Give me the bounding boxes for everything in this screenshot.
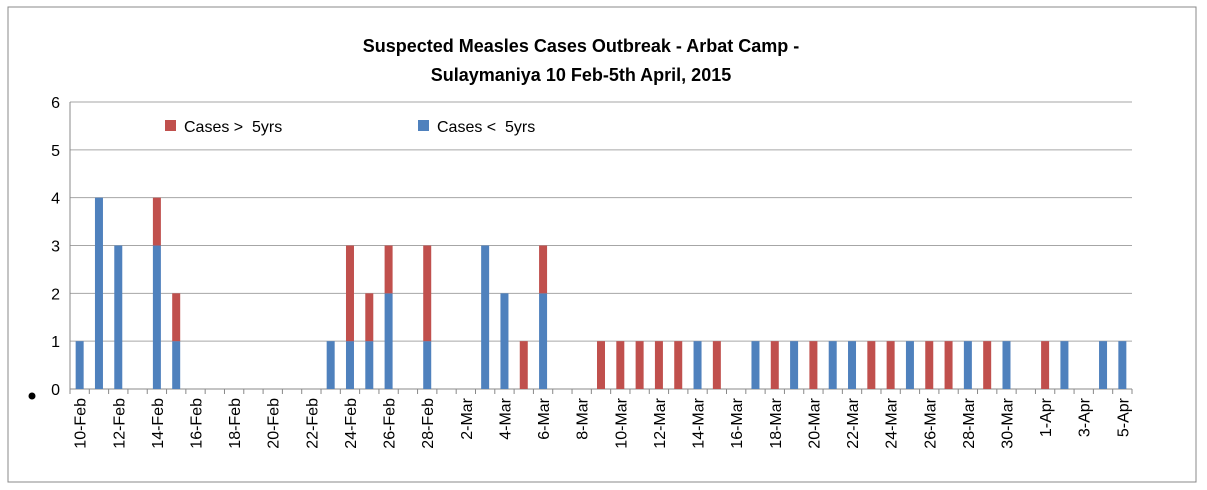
- x-tick-label: 22-Mar: [845, 397, 862, 448]
- y-tick-label: 3: [51, 239, 60, 256]
- bar: [423, 245, 432, 342]
- x-tick-label: 18-Feb: [227, 398, 244, 449]
- bar: [983, 341, 992, 389]
- bar: [365, 341, 374, 389]
- x-tick-label: 10-Feb: [73, 398, 90, 449]
- chart-title: Sulaymaniya 10 Feb-5th April, 2015: [431, 65, 731, 85]
- x-tick-label: 20-Feb: [266, 398, 283, 449]
- x-tick-label: 2-Mar: [459, 397, 476, 439]
- x-tick-label: 24-Mar: [884, 397, 901, 448]
- chart-frame: [7, 6, 1197, 483]
- bar: [423, 341, 432, 389]
- bar: [172, 293, 181, 342]
- bar: [886, 341, 895, 389]
- x-tick-label: 30-Mar: [999, 397, 1016, 448]
- bar: [345, 341, 354, 389]
- bar: [848, 341, 857, 389]
- bar: [712, 341, 721, 389]
- bar: [963, 341, 972, 389]
- bar: [345, 245, 354, 342]
- bar: [152, 245, 161, 389]
- bar: [94, 197, 103, 389]
- bar: [1041, 341, 1050, 389]
- bar: [770, 341, 779, 389]
- chart-title: Suspected Measles Cases Outbreak - Arbat…: [363, 36, 799, 56]
- bar: [1118, 341, 1127, 389]
- y-tick-label: 1: [51, 334, 60, 351]
- bar: [365, 293, 374, 342]
- x-tick-label: 26-Feb: [382, 398, 399, 449]
- bar: [867, 341, 876, 389]
- bar: [751, 341, 760, 389]
- x-tick-label: 4-Mar: [497, 397, 514, 439]
- bar: [384, 293, 393, 389]
- x-tick-label: 1-Apr: [1038, 397, 1055, 437]
- bar: [481, 245, 490, 389]
- legend-label: Cases > 5yrs: [184, 119, 282, 136]
- y-tick-label: 0: [51, 382, 60, 399]
- bar: [597, 341, 605, 389]
- bar: [1002, 341, 1011, 389]
- bar: [944, 341, 953, 389]
- bar: [828, 341, 837, 389]
- bar: [809, 341, 818, 389]
- bar: [693, 341, 702, 389]
- bar: [635, 341, 644, 389]
- marker-dot: [28, 392, 36, 400]
- legend-label: Cases < 5yrs: [437, 119, 535, 136]
- bar: [905, 341, 914, 389]
- x-tick-label: 10-Mar: [613, 397, 630, 448]
- bar: [1060, 341, 1069, 389]
- bar: [172, 341, 181, 389]
- x-tick-label: 16-Feb: [189, 398, 206, 449]
- bar: [674, 341, 683, 389]
- bar: [616, 341, 625, 389]
- x-tick-label: 3-Apr: [1077, 397, 1094, 437]
- bar: [384, 245, 393, 294]
- bar: [539, 293, 548, 389]
- bar: [114, 245, 123, 389]
- x-tick-label: 6-Mar: [536, 397, 553, 439]
- x-tick-label: 12-Mar: [652, 397, 669, 448]
- x-tick-label: 20-Mar: [806, 397, 823, 448]
- x-tick-label: 24-Feb: [343, 398, 360, 449]
- x-tick-label: 12-Feb: [111, 398, 128, 449]
- legend-swatch: [165, 120, 176, 131]
- x-tick-label: 28-Mar: [961, 397, 978, 448]
- x-tick-label: 5-Apr: [1115, 397, 1132, 437]
- y-tick-label: 5: [51, 143, 60, 160]
- y-tick-label: 2: [51, 286, 60, 303]
- legend-swatch: [418, 120, 429, 131]
- bar: [519, 341, 528, 389]
- x-tick-label: 8-Mar: [575, 397, 592, 439]
- bar: [790, 341, 799, 389]
- bar: [326, 341, 335, 389]
- bar: [1099, 341, 1108, 389]
- bar: [75, 341, 84, 389]
- x-tick-label: 28-Feb: [420, 398, 437, 449]
- x-tick-label: 18-Mar: [768, 397, 785, 448]
- bar: [925, 341, 934, 389]
- x-tick-label: 22-Feb: [304, 398, 321, 449]
- x-tick-label: 16-Mar: [729, 397, 746, 448]
- x-tick-label: 14-Feb: [150, 398, 167, 449]
- y-tick-label: 6: [51, 95, 60, 112]
- bar: [500, 293, 509, 389]
- y-tick-label: 4: [51, 191, 60, 208]
- x-tick-label: 14-Mar: [691, 397, 708, 448]
- bar: [539, 245, 548, 294]
- bar: [654, 341, 663, 389]
- x-tick-label: 26-Mar: [922, 397, 939, 448]
- bar: [152, 197, 161, 246]
